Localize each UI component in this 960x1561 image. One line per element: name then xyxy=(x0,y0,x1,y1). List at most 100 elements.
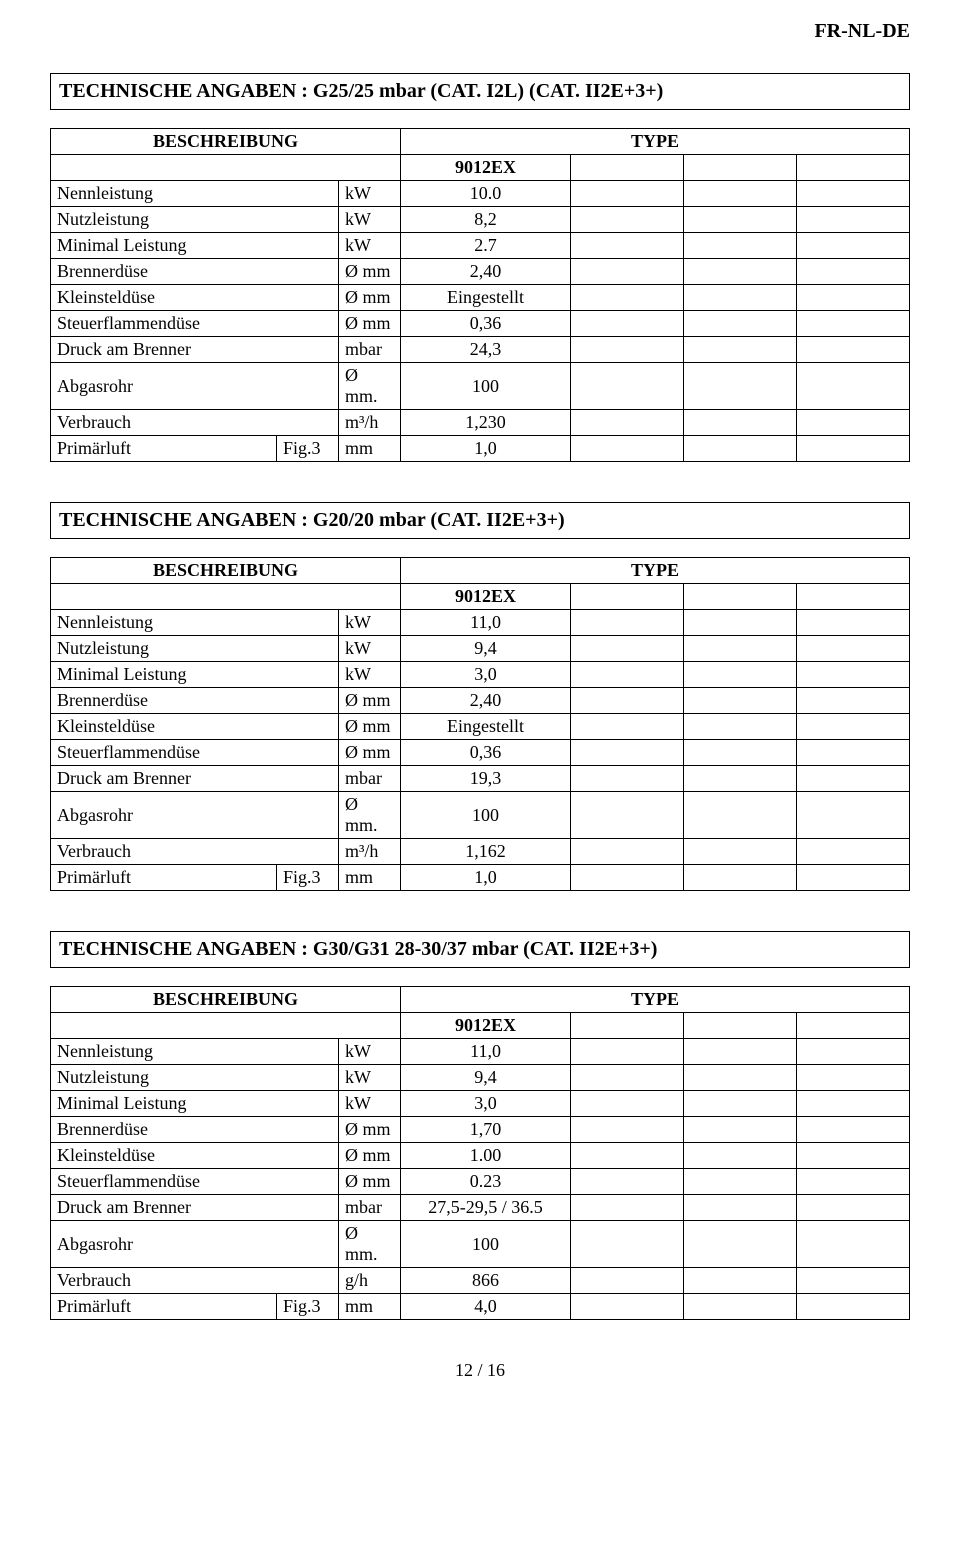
empty-cell xyxy=(797,1169,910,1195)
empty-cell xyxy=(571,714,684,740)
empty-cell xyxy=(797,766,910,792)
row-value: 1.00 xyxy=(401,1143,571,1169)
table-header-row: BESCHREIBUNG TYPE xyxy=(51,129,910,155)
row-value: 0,36 xyxy=(401,311,571,337)
empty-cell xyxy=(684,740,797,766)
table-header-row: BESCHREIBUNG TYPE xyxy=(51,558,910,584)
row-value: Eingestellt xyxy=(401,285,571,311)
table-row: Druck am Brennermbar27,5-29,5 / 36.5 xyxy=(51,1195,910,1221)
empty-cell xyxy=(571,688,684,714)
desc-header: BESCHREIBUNG xyxy=(51,129,401,155)
empty-cell xyxy=(684,610,797,636)
spec-table-1: BESCHREIBUNG TYPE 9012EX NennleistungkW1… xyxy=(50,128,910,462)
row-value: 19,3 xyxy=(401,766,571,792)
row-unit: m³/h xyxy=(339,839,401,865)
empty-cell xyxy=(684,259,797,285)
table-model-row: 9012EX xyxy=(51,155,910,181)
empty-cell xyxy=(571,1065,684,1091)
row-unit: kW xyxy=(339,1091,401,1117)
empty-cell xyxy=(571,207,684,233)
empty-cell xyxy=(684,766,797,792)
empty-cell xyxy=(684,865,797,891)
desc-header: BESCHREIBUNG xyxy=(51,987,401,1013)
row-value: 1,162 xyxy=(401,839,571,865)
row-value: 2.7 xyxy=(401,233,571,259)
empty-cell xyxy=(571,155,684,181)
row-value: 100 xyxy=(401,792,571,839)
empty-cell xyxy=(684,1143,797,1169)
empty-cell xyxy=(571,792,684,839)
empty-cell xyxy=(797,363,910,410)
row-value: 2,40 xyxy=(401,259,571,285)
row-unit: Ø mm xyxy=(339,1143,401,1169)
empty-cell xyxy=(797,1039,910,1065)
row-sub: Fig.3 xyxy=(277,1294,339,1320)
row-unit: Ø mm xyxy=(339,311,401,337)
desc-header: BESCHREIBUNG xyxy=(51,558,401,584)
table-row: AbgasrohrØ mm.100 xyxy=(51,792,910,839)
empty-cell xyxy=(797,410,910,436)
empty-cell xyxy=(571,1268,684,1294)
table-row: Minimal LeistungkW3,0 xyxy=(51,662,910,688)
empty-cell xyxy=(571,1221,684,1268)
table-row: KleinsteldüseØ mmEingestellt xyxy=(51,285,910,311)
row-unit: kW xyxy=(339,207,401,233)
row-value: 3,0 xyxy=(401,1091,571,1117)
row-label: Steuerflammendüse xyxy=(51,311,339,337)
row-unit: kW xyxy=(339,181,401,207)
empty-cell xyxy=(571,766,684,792)
spec-table-2: BESCHREIBUNG TYPE 9012EX NennleistungkW1… xyxy=(50,557,910,891)
empty-cell xyxy=(684,839,797,865)
empty-cell xyxy=(571,181,684,207)
empty-cell xyxy=(797,181,910,207)
empty-cell xyxy=(684,792,797,839)
row-unit: Ø mm xyxy=(339,285,401,311)
empty-cell xyxy=(51,155,401,181)
empty-cell xyxy=(684,410,797,436)
empty-cell xyxy=(684,363,797,410)
table-row: Verbrauchm³/h1,230 xyxy=(51,410,910,436)
empty-cell xyxy=(571,1117,684,1143)
empty-cell xyxy=(571,584,684,610)
empty-cell xyxy=(571,1039,684,1065)
row-unit: Ø mm. xyxy=(339,792,401,839)
empty-cell xyxy=(571,233,684,259)
empty-cell xyxy=(684,1117,797,1143)
row-label: Nennleistung xyxy=(51,610,339,636)
empty-cell xyxy=(571,1013,684,1039)
empty-cell xyxy=(571,610,684,636)
empty-cell xyxy=(797,610,910,636)
empty-cell xyxy=(684,662,797,688)
empty-cell xyxy=(571,1143,684,1169)
row-label: Steuerflammendüse xyxy=(51,740,339,766)
row-value: 11,0 xyxy=(401,610,571,636)
empty-cell xyxy=(797,259,910,285)
row-label: Druck am Brenner xyxy=(51,337,339,363)
table-row: SteuerflammendüseØ mm0.23 xyxy=(51,1169,910,1195)
row-label: Minimal Leistung xyxy=(51,1091,339,1117)
empty-cell xyxy=(797,865,910,891)
empty-cell xyxy=(571,259,684,285)
row-unit: m³/h xyxy=(339,410,401,436)
row-label: Druck am Brenner xyxy=(51,1195,339,1221)
empty-cell xyxy=(797,1065,910,1091)
row-value: 4,0 xyxy=(401,1294,571,1320)
empty-cell xyxy=(797,688,910,714)
empty-cell xyxy=(684,233,797,259)
empty-cell xyxy=(684,207,797,233)
row-unit: kW xyxy=(339,636,401,662)
row-value: 1,0 xyxy=(401,865,571,891)
empty-cell xyxy=(684,337,797,363)
empty-cell xyxy=(684,436,797,462)
table-row: SteuerflammendüseØ mm0,36 xyxy=(51,740,910,766)
empty-cell xyxy=(797,311,910,337)
empty-cell xyxy=(51,584,401,610)
type-header: TYPE xyxy=(401,558,910,584)
table-row: SteuerflammendüseØ mm0,36 xyxy=(51,311,910,337)
empty-cell xyxy=(684,1195,797,1221)
row-label: Abgasrohr xyxy=(51,792,339,839)
row-value: 100 xyxy=(401,1221,571,1268)
empty-cell xyxy=(797,792,910,839)
row-unit: mm xyxy=(339,865,401,891)
row-label: Nutzleistung xyxy=(51,207,339,233)
